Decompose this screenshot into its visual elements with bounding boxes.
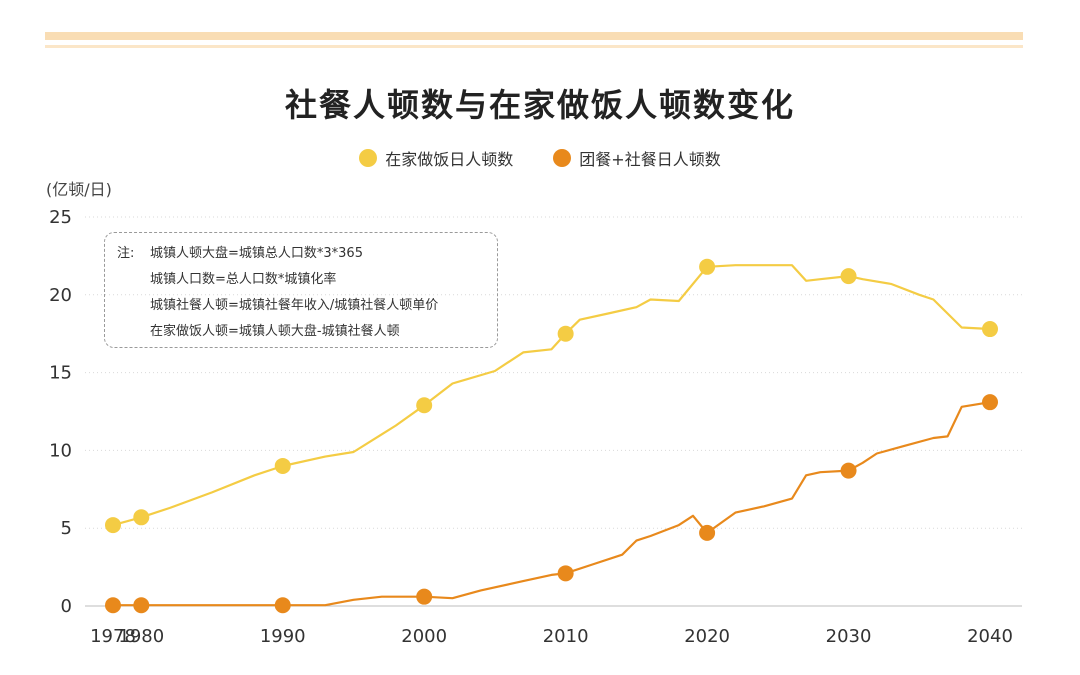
legend: 在家做饭日人顿数 团餐+社餐日人顿数 <box>0 146 1080 170</box>
x-tick-label: 1978 <box>90 626 136 647</box>
data-point-marker <box>557 565 574 582</box>
legend-item-home-cooking: 在家做饭日人顿数 <box>359 146 513 170</box>
x-tick-label: 2030 <box>826 626 872 647</box>
note-line: 在家做饭人顿=城镇人顿大盘-城镇社餐人顿 <box>150 324 400 339</box>
chart-title: 社餐人顿数与在家做饭人顿数变化 <box>284 86 795 124</box>
note-prefix: 注: <box>117 246 135 261</box>
formula-note-box: 注: 城镇人顿大盘=城镇总人口数*3*365 城镇人口数=总人口数*城镇化率 城… <box>104 232 498 348</box>
x-tick-label: 2000 <box>401 626 447 647</box>
note-row: 城镇社餐人顿=城镇社餐年收入/城镇社餐人顿单价 <box>117 293 487 319</box>
data-point-marker <box>274 457 291 474</box>
note-row: 在家做饭人顿=城镇人顿大盘-城镇社餐人顿 <box>117 319 487 345</box>
legend-swatch-catering <box>553 149 572 167</box>
data-point-marker <box>840 268 857 285</box>
data-point-marker <box>274 597 291 614</box>
y-axis-unit-label: (亿顿/日) <box>46 180 112 199</box>
y-tick-label: 5 <box>61 518 72 539</box>
data-point-marker <box>557 325 574 342</box>
y-tick-label: 15 <box>49 363 72 384</box>
data-point-marker <box>699 524 716 541</box>
series-line <box>111 401 992 607</box>
y-tick-label: 25 <box>49 207 72 228</box>
note-line: 城镇人口数=总人口数*城镇化率 <box>150 272 337 287</box>
data-point-marker <box>699 258 716 275</box>
data-point-marker <box>133 509 150 526</box>
top-decorative-line <box>45 45 1023 48</box>
top-decorative-band <box>45 32 1023 40</box>
x-tick-label: 2040 <box>967 626 1013 647</box>
legend-swatch-home-cooking <box>359 149 378 167</box>
note-row: 注: 城镇人顿大盘=城镇总人口数*3*365 <box>117 241 487 267</box>
data-point-marker <box>105 517 121 534</box>
legend-label-home-cooking: 在家做饭日人顿数 <box>385 150 514 169</box>
data-point-marker <box>982 394 998 411</box>
series-line <box>111 264 992 527</box>
x-tick-label: 1980 <box>118 626 164 647</box>
data-point-marker <box>982 321 998 338</box>
y-tick-label: 20 <box>49 285 72 306</box>
y-tick-label: 0 <box>61 596 72 617</box>
data-point-marker <box>416 588 433 605</box>
x-tick-label: 2010 <box>543 626 589 647</box>
data-point-marker <box>133 597 150 614</box>
data-point-marker <box>840 462 857 479</box>
note-row: 城镇人口数=总人口数*城镇化率 <box>117 267 487 293</box>
x-tick-label: 1990 <box>260 626 306 647</box>
note-line: 城镇人顿大盘=城镇总人口数*3*365 <box>150 246 363 261</box>
x-tick-label: 2020 <box>684 626 730 647</box>
data-point-marker <box>105 597 121 614</box>
legend-label-catering: 团餐+社餐日人顿数 <box>579 150 721 169</box>
note-line: 城镇社餐人顿=城镇社餐年收入/城镇社餐人顿单价 <box>150 298 439 313</box>
data-point-marker <box>416 397 433 414</box>
legend-item-catering: 团餐+社餐日人顿数 <box>553 146 721 170</box>
y-tick-label: 10 <box>49 440 72 461</box>
